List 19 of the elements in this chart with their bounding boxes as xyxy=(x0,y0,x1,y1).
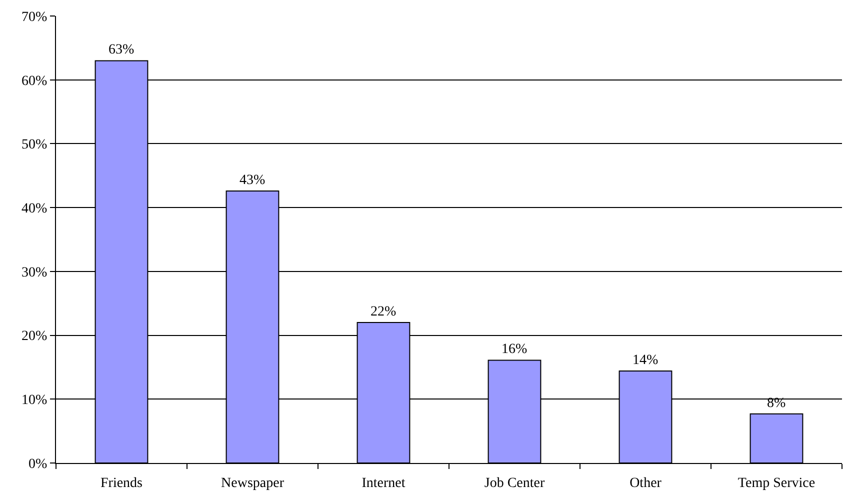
y-tick-label: 70% xyxy=(22,10,48,25)
y-tick-label: 60% xyxy=(22,74,48,89)
data-label: 63% xyxy=(108,42,134,58)
y-tick-label: 40% xyxy=(22,201,48,216)
data-label: 14% xyxy=(632,353,658,368)
x-tick-label: Job Center xyxy=(484,476,545,491)
x-tick-label: Internet xyxy=(362,476,406,491)
x-tick-label: Other xyxy=(630,476,662,491)
y-tick-label: 0% xyxy=(28,456,48,472)
y-tick-label: 50% xyxy=(22,138,48,153)
x-tick-label: Newspaper xyxy=(221,476,284,491)
data-label: 43% xyxy=(240,172,266,188)
data-label: 22% xyxy=(370,304,396,320)
y-tick-label: 30% xyxy=(22,265,48,280)
y-tick-label: 10% xyxy=(22,393,48,408)
data-label: 16% xyxy=(502,342,528,358)
y-tick-label: 20% xyxy=(22,329,48,344)
x-tick-label: Temp Service xyxy=(738,476,816,491)
x-tick-label: Friends xyxy=(100,476,142,491)
